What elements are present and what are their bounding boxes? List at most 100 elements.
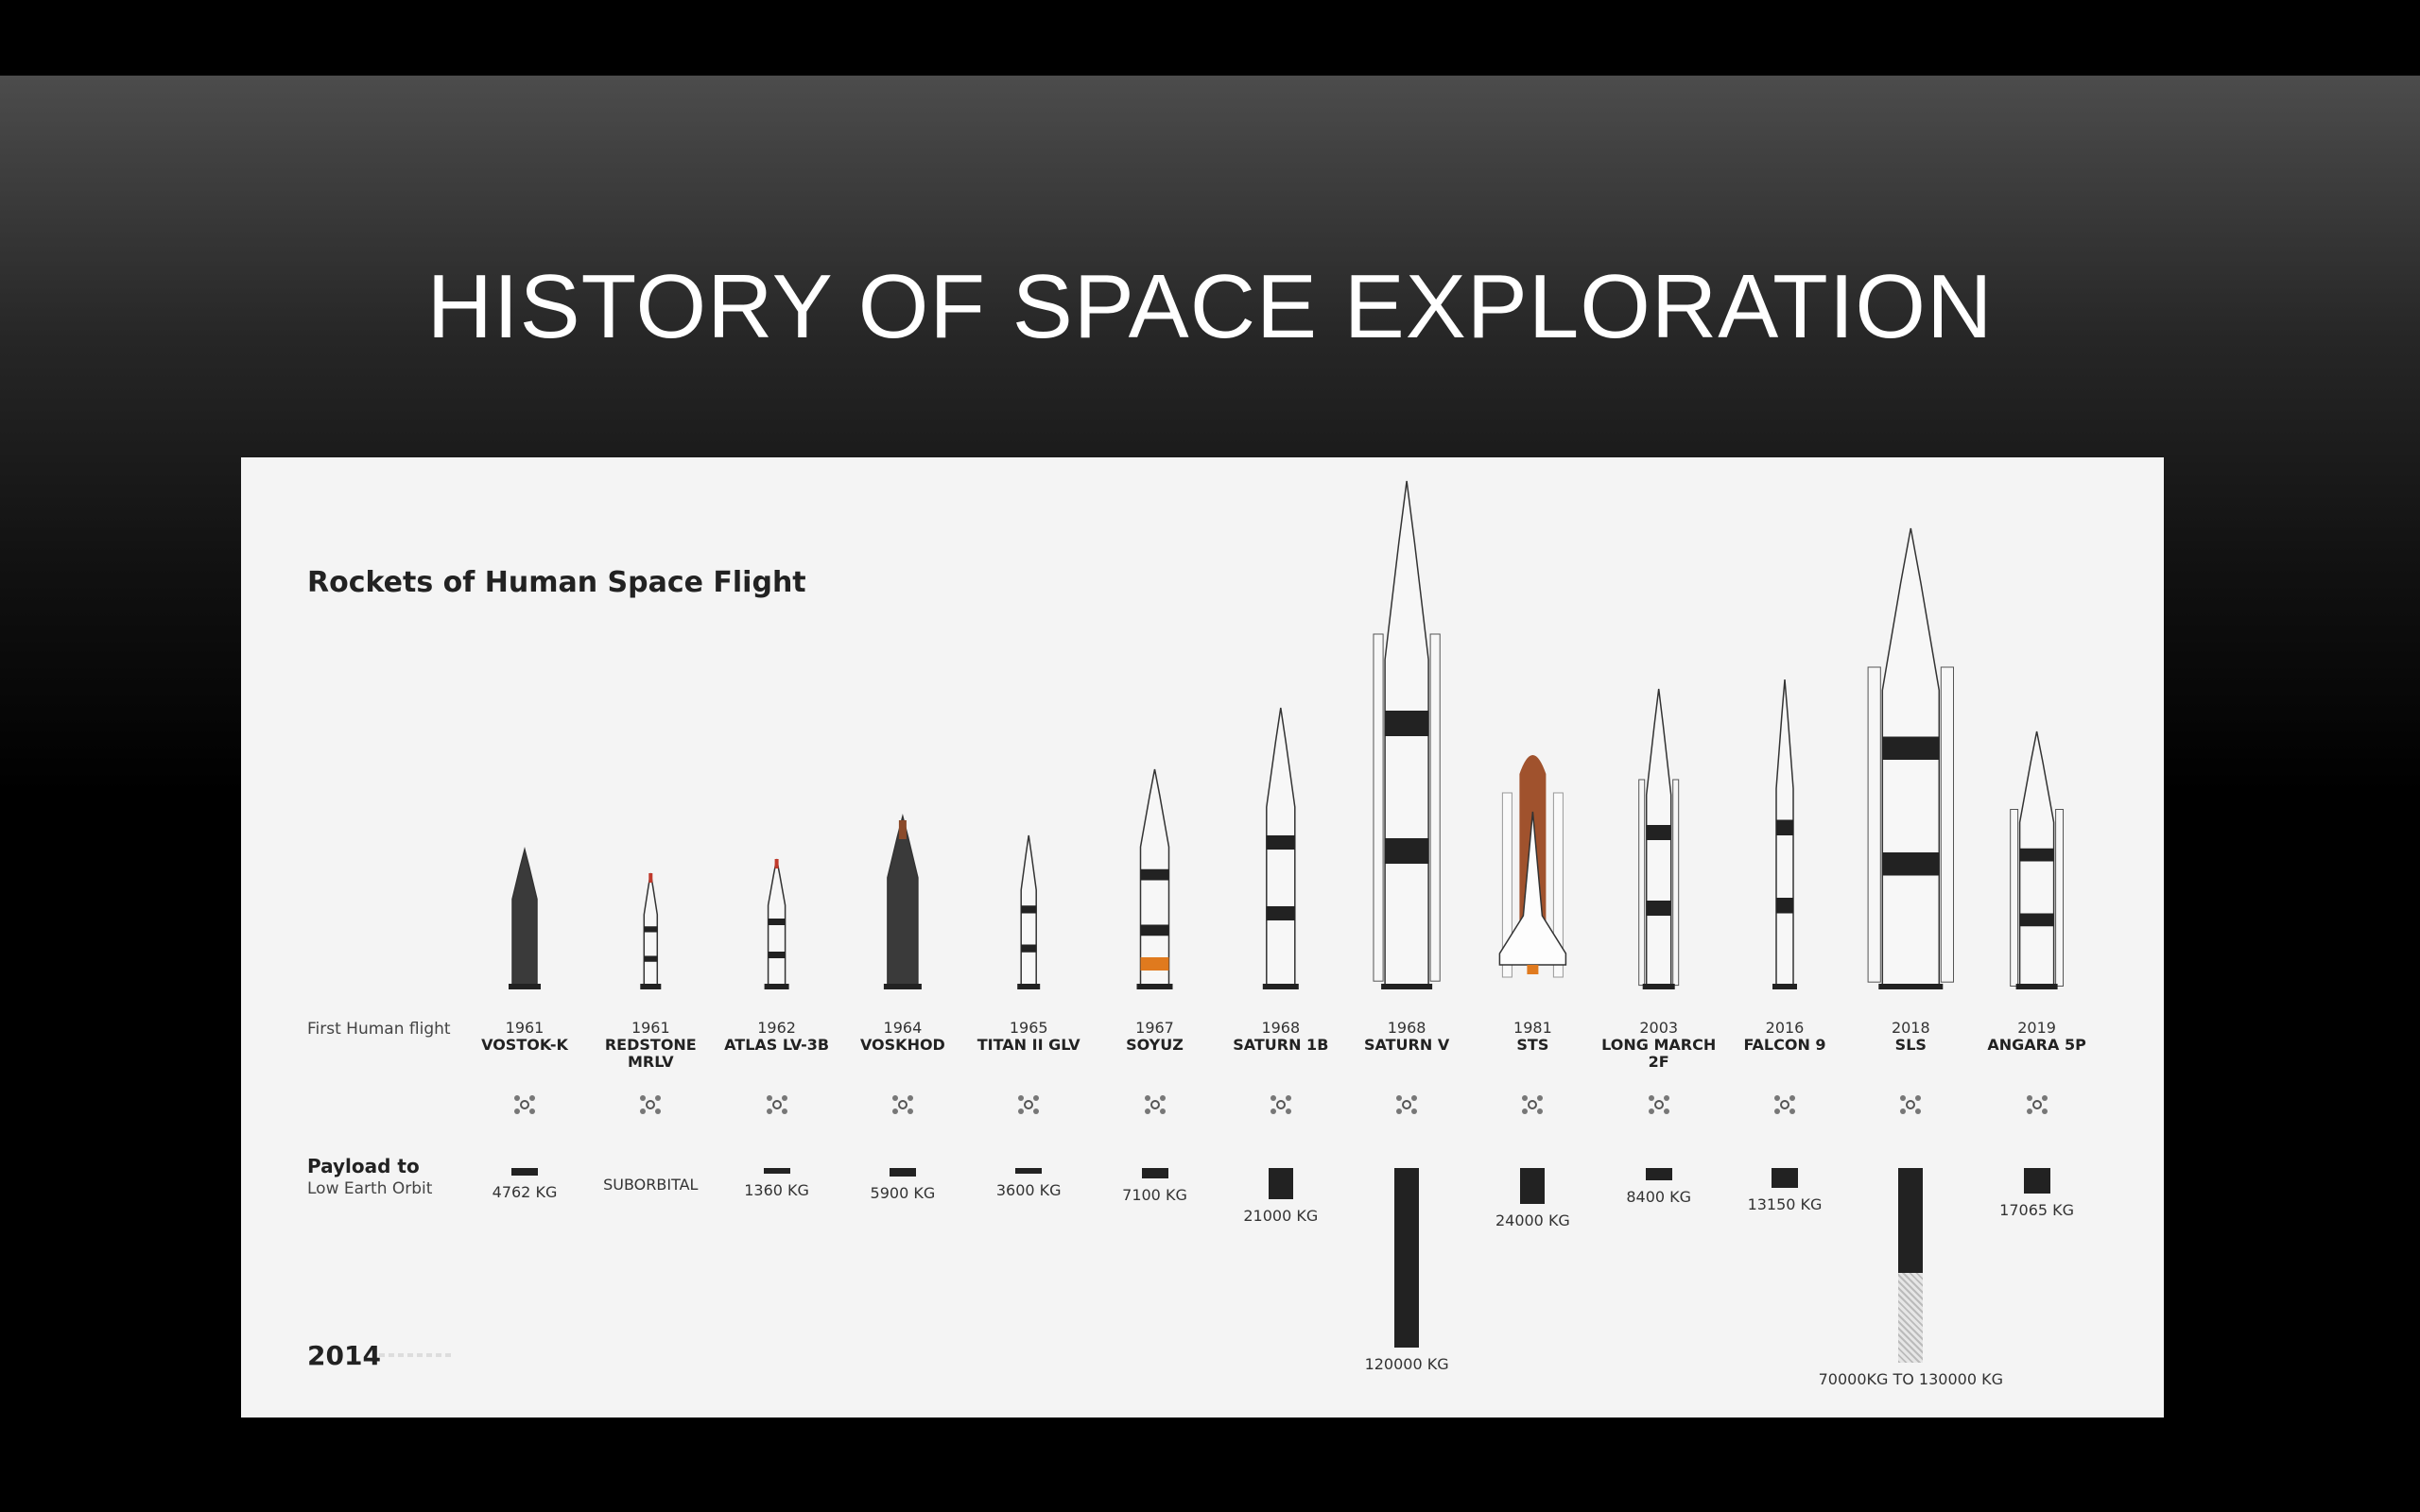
rocket-name: TITAN II GLV <box>977 1036 1080 1054</box>
payload-bar <box>1394 1168 1420 1348</box>
engine-layout-icon <box>1896 1091 1925 1124</box>
rocket-column: 1961 VOSTOK-K <box>463 1019 586 1054</box>
engine-layout-icon <box>889 1091 917 1124</box>
payload-label: Payload to <box>307 1155 420 1177</box>
payload-bar <box>1268 1168 1293 1200</box>
payload-value: 1360 KG <box>744 1181 809 1199</box>
rocket-illustration-redstone-mrlv <box>640 872 662 989</box>
rocket-column: 1962 ATLAS LV-3B <box>716 1019 838 1054</box>
rocket-column: 1968 SATURN V <box>1345 1019 1468 1054</box>
rocket-name: SLS <box>1894 1036 1927 1054</box>
rocket-year: 2019 <box>2017 1019 2056 1037</box>
payload-bar <box>511 1168 538 1176</box>
slide-title: HISTORY OF SPACE EXPLORATION <box>426 256 1994 357</box>
payload-bar <box>1772 1168 1798 1188</box>
engine-layout-icon <box>636 1091 665 1124</box>
rocket-name: SATURN 1B <box>1233 1036 1329 1054</box>
engine-layout-icon <box>1141 1091 1169 1124</box>
payload-value: 3600 KG <box>995 1181 1062 1199</box>
payload-bar <box>889 1168 916 1177</box>
rocket-column: 1961 REDSTONE MRLV <box>589 1019 712 1071</box>
payload-range-bar <box>1898 1272 1924 1363</box>
infographic-poster: Rockets of Human Space Flight First Huma… <box>241 457 2164 1418</box>
rocket-name: SOYUZ <box>1126 1036 1184 1054</box>
rocket-column: 1967 SOYUZ <box>1094 1019 1217 1054</box>
engine-layout-icon <box>1645 1091 1673 1124</box>
payload-value: SUBORBITAL <box>603 1176 699 1194</box>
rocket-name: VOSKHOD <box>859 1036 945 1054</box>
rocket-column: 2016 FALCON 9 <box>1723 1019 1846 1054</box>
rocket-year: 2016 <box>1765 1019 1805 1037</box>
rocket-name: STS <box>1516 1036 1549 1054</box>
rocket-year: 2003 <box>1639 1019 1679 1037</box>
rocket-illustration-falcon-9 <box>1772 679 1797 989</box>
payload-value: 7100 KG <box>1122 1186 1187 1205</box>
payload-value: 13150 KG <box>1747 1194 1823 1213</box>
payload-value: 21000 KG <box>1243 1207 1319 1226</box>
rocket-name: ANGARA 5P <box>1987 1036 2086 1054</box>
engine-layout-icon <box>1771 1091 1799 1124</box>
rocket-column: 1965 TITAN II GLV <box>967 1019 1090 1054</box>
rocket-name: VOSTOK-K <box>481 1036 568 1054</box>
payload-bar <box>1645 1168 1672 1181</box>
rocket-year: 1981 <box>1513 1019 1552 1037</box>
rocket-year: 1962 <box>757 1019 796 1037</box>
rocket-illustration-angara-5p <box>2010 730 2065 989</box>
engine-layout-icon <box>1014 1091 1043 1124</box>
payload-value: 120000 KG <box>1364 1355 1449 1373</box>
payload-value: 17065 KG <box>1999 1201 2075 1220</box>
rocket-illustration-long-march-2f <box>1638 688 1680 989</box>
rocket-name: LONG MARCH 2F <box>1601 1036 1717 1071</box>
rocket-name: SATURN V <box>1363 1036 1450 1054</box>
rocket-year: 1965 <box>1009 1019 1048 1037</box>
payload-value: 24000 KG <box>1495 1211 1570 1229</box>
rocket-year: 1961 <box>631 1019 670 1037</box>
rocket-illustration-soyuz <box>1136 768 1173 989</box>
rocket-illustration-saturn-v <box>1373 480 1441 989</box>
payload-value: 5900 KG <box>870 1184 936 1203</box>
rocket-year: 2018 <box>1891 1019 1930 1037</box>
payload-bar <box>1015 1168 1043 1174</box>
rocket-illustration-atlas-lv-3b <box>764 858 789 989</box>
payload-bar <box>1520 1168 1546 1204</box>
first-flight-label: First Human flight <box>307 1020 451 1039</box>
rocket-column: 1968 SATURN 1B <box>1219 1019 1342 1054</box>
rocket-year: 1968 <box>1387 1019 1426 1037</box>
rocket-illustration-sts <box>1498 755 1567 978</box>
payload-bar <box>763 1168 790 1174</box>
engine-layout-icon <box>1392 1091 1421 1124</box>
engine-layout-icon <box>2023 1091 2051 1124</box>
rocket-illustration-vostok-k <box>509 847 541 989</box>
rocket-illustration-saturn-1b <box>1262 707 1299 989</box>
payload-value: 4762 KG <box>492 1182 558 1201</box>
payload-bar <box>1898 1168 1924 1273</box>
engine-layout-icon <box>1518 1091 1547 1124</box>
rocket-name: ATLAS LV-3B <box>724 1036 830 1054</box>
rocket-name: REDSTONE MRLV <box>604 1036 697 1071</box>
payload-bar <box>2023 1168 2050 1194</box>
rocket-column: 1964 VOSKHOD <box>841 1019 964 1054</box>
poster-title: Rockets of Human Space Flight <box>307 566 806 599</box>
rockets-illustration <box>509 480 2065 989</box>
rocket-year: 1968 <box>1261 1019 1301 1037</box>
engine-layout-icon <box>510 1091 539 1124</box>
rocket-year: 1964 <box>883 1019 923 1037</box>
rocket-name: FALCON 9 <box>1743 1036 1826 1054</box>
rocket-illustration-voskhod <box>883 814 922 989</box>
rocket-year: 1967 <box>1135 1019 1174 1037</box>
year-divider <box>379 1353 455 1357</box>
rocket-illustration-sls <box>1867 527 1955 989</box>
rocket-column: 2019 ANGARA 5P <box>1976 1019 2099 1054</box>
payload-value: 8400 KG <box>1626 1188 1692 1207</box>
rocket-column: 1981 STS <box>1471 1019 1594 1054</box>
rocket-year: 1961 <box>505 1019 544 1037</box>
payload-bar <box>1141 1168 1168 1179</box>
poster-year: 2014 <box>307 1340 381 1371</box>
rocket-illustration-titan-ii-glv <box>1017 834 1041 989</box>
engine-layout-icon <box>763 1091 791 1124</box>
rocket-column: 2003 LONG MARCH 2F <box>1598 1019 1720 1071</box>
payload-value: 70000KG TO 130000 KG <box>1818 1369 2003 1388</box>
rocket-column: 2018 SLS <box>1849 1019 1972 1054</box>
payload-sublabel: Low Earth Orbit <box>307 1179 433 1198</box>
engine-layout-icon <box>1267 1091 1295 1124</box>
